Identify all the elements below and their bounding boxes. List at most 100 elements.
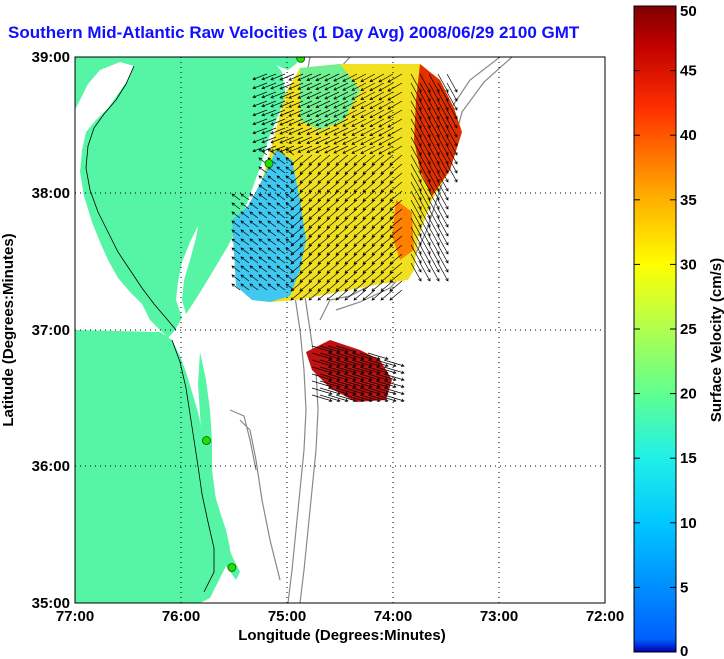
velocity-vector xyxy=(267,202,277,210)
velocity-vector xyxy=(279,73,295,81)
velocity-vector xyxy=(343,352,365,360)
velocity-vector xyxy=(319,394,341,402)
velocity-vector xyxy=(240,193,250,201)
velocity-vector xyxy=(360,109,376,118)
velocity-vector xyxy=(378,100,394,110)
colorbar-tick-label: 25 xyxy=(680,321,697,338)
velocity-vector xyxy=(419,217,431,237)
velocity-vector xyxy=(428,154,440,174)
velocity-vector xyxy=(342,100,358,109)
velocity-vector xyxy=(270,136,286,144)
velocity-vector xyxy=(419,181,431,201)
velocity-vector xyxy=(252,73,268,81)
velocity-vector xyxy=(437,118,449,138)
velocity-vector xyxy=(360,145,376,154)
velocity-vector xyxy=(369,100,385,110)
velocity-vector xyxy=(428,217,440,237)
velocity-vector xyxy=(375,359,397,367)
velocity-vector xyxy=(333,73,349,82)
velocity-vector xyxy=(335,289,349,301)
velocity-vector xyxy=(360,100,376,109)
velocity-vector xyxy=(360,127,376,136)
velocity-vector xyxy=(311,366,333,374)
colorbar-tick-label: 10 xyxy=(680,515,697,532)
velocity-vector xyxy=(288,145,304,153)
velocity-vector xyxy=(351,100,367,109)
velocity-vector xyxy=(351,366,373,374)
velocity-vector xyxy=(258,283,268,291)
velocity-vector xyxy=(297,136,313,144)
velocity-vector xyxy=(410,145,422,165)
velocity-vector xyxy=(261,109,277,117)
velocity-vector xyxy=(333,82,349,91)
velocity-vector xyxy=(315,73,331,82)
velocity-vector xyxy=(446,100,458,120)
velocity-vector xyxy=(367,394,389,402)
velocity-vector xyxy=(419,91,431,111)
velocity-vector xyxy=(319,359,341,367)
velocity-vector xyxy=(446,73,458,93)
velocity-vector xyxy=(437,235,449,255)
sound-shoreline xyxy=(171,339,215,593)
x-axis: 77:00 76:00 75:00 74:00 73:00 72:00 Long… xyxy=(56,608,624,644)
velocity-vector xyxy=(327,366,349,374)
velocity-vector xyxy=(446,91,458,111)
velocity-vector xyxy=(351,82,367,91)
colorbar-tick-label: 0 xyxy=(680,643,688,659)
velocity-vector xyxy=(343,394,365,402)
velocity-vector xyxy=(231,247,241,255)
y-tick-label: 36:00 xyxy=(32,458,70,475)
velocity-vector xyxy=(343,359,365,367)
velocity-vector xyxy=(324,82,340,91)
velocity-vector xyxy=(324,127,340,136)
velocity-vector xyxy=(387,100,403,110)
velocity-vector xyxy=(419,100,431,120)
velocity-vector xyxy=(311,373,333,381)
velocity-vector xyxy=(333,100,349,109)
colorbar: 0 5 10 15 20 25 30 35 40 45 50 Surface Velocity (c… xyxy=(633,3,724,659)
velocity-vector xyxy=(267,220,277,228)
velocity-vector xyxy=(351,352,373,360)
velocity-vector xyxy=(410,100,422,120)
velocity-vector xyxy=(419,109,431,129)
velocity-vector xyxy=(276,193,286,201)
radar-site-marker xyxy=(264,159,274,168)
velocity-vector xyxy=(319,380,341,388)
velocity-vector xyxy=(231,265,241,273)
velocity-vector xyxy=(276,256,286,264)
velocity-vector xyxy=(231,202,241,210)
velocity-vector xyxy=(333,136,349,145)
velocity-vector xyxy=(231,283,241,291)
x-tick-label: 72:00 xyxy=(586,608,624,625)
velocity-vector xyxy=(410,226,422,246)
velocity-vector xyxy=(360,91,376,100)
velocity-vector xyxy=(359,380,381,388)
velocity-vector xyxy=(306,145,322,153)
velocity-vector xyxy=(410,136,422,156)
velocity-vector xyxy=(360,136,376,145)
velocity-vector xyxy=(324,73,340,82)
velocity-vector xyxy=(437,199,449,219)
velocity-vector xyxy=(288,109,304,117)
velocity-vector xyxy=(446,82,458,102)
velocity-vector xyxy=(343,380,365,388)
velocity-vector xyxy=(410,154,422,174)
velocity-vector xyxy=(240,220,250,228)
velocity-vector xyxy=(324,91,340,100)
velocity-vector xyxy=(351,136,367,145)
velocity-vector xyxy=(285,229,295,237)
velocity-vector xyxy=(437,109,449,129)
velocity-vector xyxy=(326,289,340,301)
velocity-vector xyxy=(371,289,385,301)
velocity-vector xyxy=(428,181,440,201)
velocity-vector xyxy=(267,256,277,264)
velocity-vector xyxy=(240,283,250,291)
velocity-vector xyxy=(327,352,349,360)
velocity-vector xyxy=(428,199,440,219)
velocity-vector xyxy=(315,145,331,154)
velocity-vector xyxy=(258,220,268,228)
velocity-vector xyxy=(428,208,440,228)
velocity-vector xyxy=(428,244,440,264)
velocity-vector xyxy=(258,247,268,255)
